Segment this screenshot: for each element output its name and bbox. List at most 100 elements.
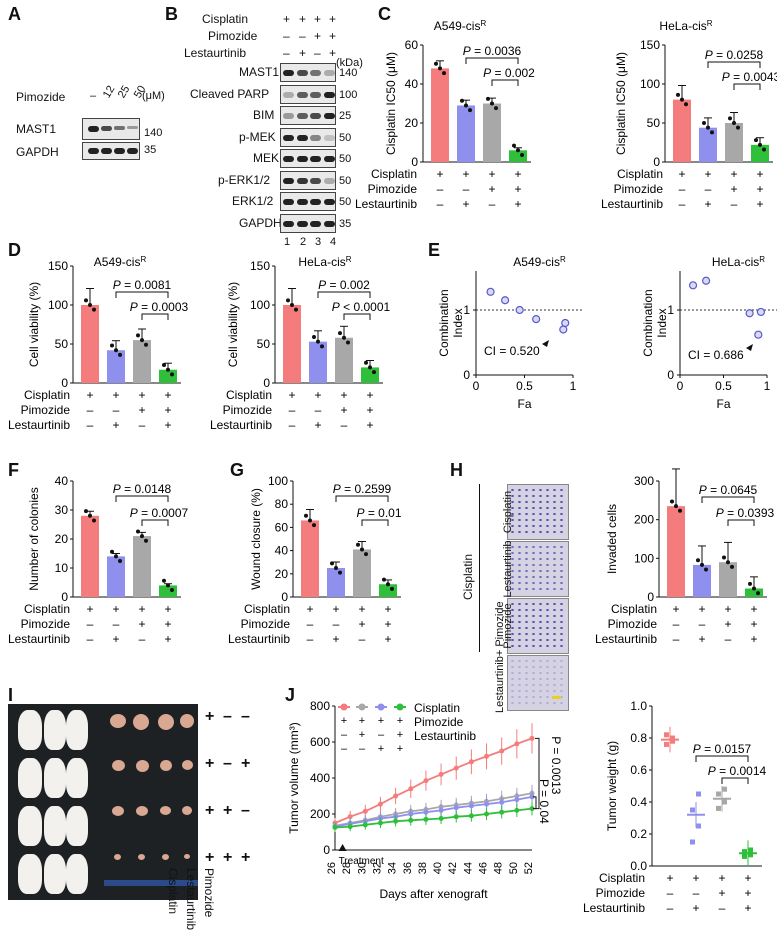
C1-treat-2-0: – [437, 197, 444, 211]
D1-treat-0-1: + [112, 388, 119, 402]
C1-bar-0 [431, 68, 449, 162]
J2-point-0-0 [664, 741, 669, 747]
J1-point-0-3 [377, 801, 383, 807]
J2-treat-2-0: – [667, 901, 674, 915]
D2-treat-1-1: – [315, 403, 322, 417]
G-dot-3-0 [382, 577, 386, 582]
J1-xtick-13: 52 [523, 862, 535, 874]
J1-point-2-5 [408, 811, 414, 817]
C2-dot-3-2 [762, 147, 766, 152]
C2-treat-1-1: – [705, 182, 712, 196]
J1-point-0-1 [347, 814, 353, 820]
F-tick-label-2: 20 [55, 532, 69, 546]
G-dot-1-0 [330, 561, 334, 566]
panelI-sign-2-1: + [223, 802, 233, 819]
H-treat-1-1: – [699, 617, 706, 631]
H-dot-3-1 [752, 586, 756, 591]
panelB-band-label-4: MEK [253, 151, 280, 165]
D1-treat-2-0: – [87, 418, 94, 432]
J1-point-2-7 [438, 807, 444, 813]
panelB-lane-3: 4 [330, 236, 337, 248]
J2-tick-4: 0.8 [630, 731, 647, 745]
panelB-band-0-2 [310, 70, 321, 76]
E1-point-0 [486, 287, 495, 296]
D1-dot-0-1 [88, 303, 92, 307]
C2-bracket-1 [733, 83, 761, 90]
J2-treat-2-2: – [719, 901, 726, 915]
C1-pval-0: P = 0.0036 [463, 44, 522, 58]
G-treat-0-2: + [358, 602, 365, 616]
D2-treat-2-1: + [314, 418, 321, 432]
C1-treat-2-1: + [462, 197, 469, 211]
J2-point-2-3 [722, 786, 727, 792]
H-treat-1-2: + [724, 617, 731, 631]
C1-dot-3-2 [520, 152, 524, 157]
D1-treat-2-2: – [139, 418, 146, 432]
C2-treat-2-3: + [756, 197, 763, 211]
panelI-sign-1-2: + [241, 755, 251, 772]
panelI-sign-0-2: – [241, 708, 250, 725]
panelB-band-4-3 [323, 156, 335, 162]
panelB-row-0: Cisplatin [202, 12, 249, 26]
panelA-gapdh-band-3 [127, 148, 138, 154]
E2-point-0 [688, 281, 698, 290]
G-dot-0-1 [308, 518, 312, 523]
panelI-sign-0-1: – [223, 708, 232, 725]
H-ylabel: Invaded cells [605, 504, 619, 574]
C1-tick-label-3: 60 [405, 38, 419, 52]
panelI-sign-0-0: + [205, 708, 215, 725]
H-bar-0 [667, 506, 685, 597]
panelB-band-0-3 [323, 70, 335, 76]
C1-treat-0-2: + [488, 167, 495, 181]
D2-treat-2-0: – [289, 418, 296, 432]
G-bracket-0 [335, 495, 389, 502]
C2-treat-1-3: + [756, 182, 763, 196]
G-dot-3-1 [386, 582, 390, 587]
D2-tick-label-2: 100 [250, 298, 270, 312]
D2-treat-label-1: Pimozide [223, 403, 273, 417]
J2-pval-1: P = 0.0014 [708, 764, 767, 778]
J1-point-2-8 [453, 805, 459, 811]
J2-tick-1: 0.2 [630, 827, 647, 841]
panelB-band-label-6: ERK1/2 [232, 194, 274, 208]
J1-legend-name-0: Cisplatin [414, 701, 460, 715]
J1-legend-mark-3 [396, 703, 404, 711]
G-treat-2-0: – [307, 632, 314, 646]
panelA-gapdh-band-0 [88, 148, 99, 154]
H-dot-2-2 [730, 564, 734, 569]
panelB-mw-2: 25 [339, 110, 352, 122]
G-treat-label-2: Lestaurtinib [228, 632, 290, 646]
panelB-band-0-0 [283, 70, 294, 76]
E2-ylabel-1: Index [655, 308, 669, 337]
panelB-mw-3: 50 [339, 131, 352, 144]
F-treat-0-3: + [164, 602, 171, 616]
C2-pval-0: P = 0.0258 [705, 48, 764, 62]
panelB-band-2-2 [310, 113, 321, 119]
panelB-mw-6: 50 [339, 196, 352, 208]
J1-legend-name-2: Lestaurtinib [414, 729, 476, 743]
C1-treat-0-1: + [462, 167, 469, 181]
D1-treat-0-0: + [86, 388, 93, 402]
J1-legend-sign-2-3: + [397, 743, 403, 755]
panelB-lane-1: 2 [300, 236, 307, 248]
C1-dot-0-0 [434, 61, 438, 66]
F-treat-2-2: – [139, 632, 146, 646]
C2-tick-label-0: 0 [653, 155, 660, 169]
panelB-band-5-3 [323, 177, 335, 184]
C2-tick-label-1: 50 [647, 116, 661, 130]
panelA-mast1-band-2 [114, 126, 125, 130]
C2-title: HeLa-cisR [659, 19, 712, 33]
G-dot-0-2 [312, 523, 316, 528]
J2-point-0-2 [664, 732, 669, 738]
D1-bar-2 [133, 340, 151, 383]
J2-tick-2: 0.4 [630, 795, 647, 809]
H-treat-0-1: + [698, 602, 705, 616]
H-treat-1-3: + [750, 617, 757, 631]
J1-point-0-7 [438, 771, 444, 777]
F-bar-0 [81, 515, 99, 597]
D2-dot-1-2 [320, 344, 324, 349]
C1-treat-label-0: Cisplatin [371, 167, 417, 181]
F-tick-label-3: 30 [55, 503, 69, 517]
J2-treat-2-1: + [692, 901, 699, 915]
panel-label-b: B [165, 4, 178, 24]
